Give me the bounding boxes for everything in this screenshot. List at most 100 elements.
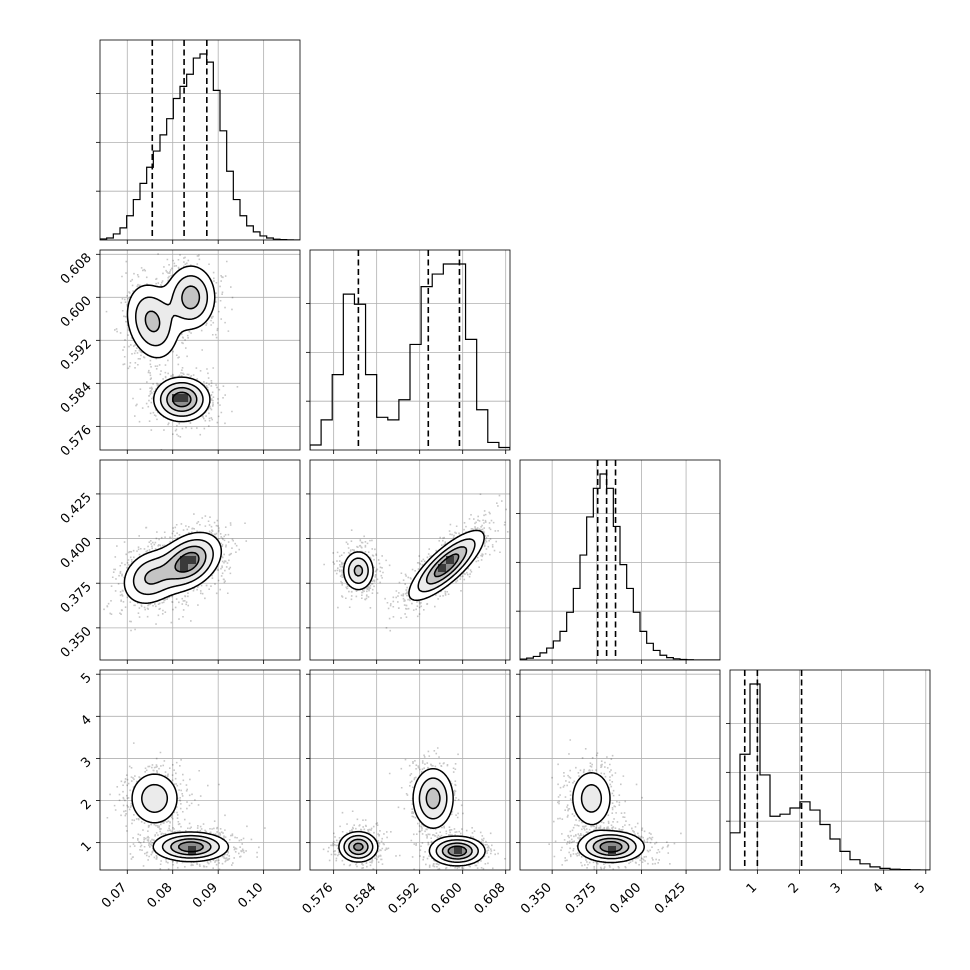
contour-line-0	[123, 531, 223, 604]
contour-line-0	[572, 772, 645, 864]
panel-frame	[309, 249, 511, 451]
contour-line-2	[144, 285, 201, 412]
y-tick-label: 4	[78, 713, 94, 729]
hist-panel-3: 1 2 3 4 5	[726, 669, 931, 897]
x-tick-label: 3	[828, 880, 844, 896]
y-tick-label: 0.576	[58, 423, 95, 460]
pair-panel-3-0: 1 2 3 4 5 0.07 0.08 0.09 0.10	[78, 669, 301, 911]
density-core	[188, 846, 196, 854]
density-area	[322, 747, 506, 870]
contour-line-1	[134, 275, 209, 417]
y-tick-label: 0.425	[58, 490, 95, 527]
x-tick-label: 0.576	[300, 880, 337, 917]
contour-fill-1	[136, 276, 208, 416]
hist-area	[310, 250, 510, 450]
contour-line-3	[177, 841, 204, 853]
x-tick-label: 0.07	[99, 880, 130, 911]
x-tick-label: 0.08	[144, 880, 175, 911]
x-tick-label: 2	[786, 880, 802, 896]
contour-line-1	[132, 539, 214, 596]
y-tick-label: 0.584	[58, 380, 95, 417]
contour-line-1	[141, 783, 220, 859]
density-core	[438, 556, 454, 572]
y-tick-label: 0.400	[58, 535, 95, 572]
contour-line-0	[342, 529, 485, 602]
y-tick-label: 2	[78, 797, 94, 813]
hist-step-line	[100, 53, 300, 240]
hist-step-line	[310, 263, 510, 450]
x-tick-label: 0.600	[429, 880, 466, 917]
contour-line-3	[599, 840, 623, 853]
contour-line-2	[353, 546, 468, 585]
x-tick-label: 4	[870, 880, 886, 896]
contour-line-3	[171, 391, 192, 408]
density-core	[172, 394, 188, 402]
y-tick-label: 3	[78, 755, 94, 771]
density-area	[105, 253, 239, 450]
y-tick-label: 0.375	[58, 579, 95, 616]
density-core	[608, 846, 616, 854]
hist-step-line	[730, 683, 930, 870]
pair-panel-3-1: 0.576 0.584 0.592 0.600 0.608	[300, 669, 511, 917]
hist-step-line	[520, 473, 720, 660]
density-area	[323, 493, 510, 632]
hist-area	[100, 40, 300, 240]
panel-frame	[99, 459, 301, 661]
contour-line-3	[174, 551, 200, 573]
hist-panel-0	[96, 39, 301, 244]
x-tick-label: 0.584	[343, 880, 380, 917]
contour-line-1	[343, 777, 479, 863]
contour-line-1	[347, 538, 476, 593]
hist-panel-1	[306, 249, 511, 454]
panel-frame	[309, 669, 511, 871]
panel-frame	[519, 669, 721, 871]
contour-line-0	[131, 773, 230, 863]
pair-panel-3-2: 0.350 0.375 0.400 0.425	[516, 669, 721, 917]
hist-area	[520, 460, 720, 660]
density-core	[454, 846, 462, 854]
x-tick-label: 0.375	[563, 880, 600, 917]
contour-fill-1	[344, 778, 478, 862]
density-area	[548, 739, 682, 870]
hist-panel-2	[516, 459, 721, 664]
x-tick-label: 1	[744, 880, 760, 896]
density-area	[103, 513, 248, 632]
x-tick-label: 0.400	[607, 880, 644, 917]
panel-frame	[99, 249, 301, 451]
contour-line-3	[353, 842, 468, 857]
contour-line-2	[348, 787, 473, 860]
contour-line-0	[338, 767, 486, 867]
x-tick-label: 5	[912, 880, 928, 896]
x-tick-label: 0.350	[518, 880, 555, 917]
panel-frame	[99, 669, 301, 871]
y-tick-label: 0.592	[58, 337, 95, 374]
pair-panel-2-1	[306, 459, 511, 664]
panel-frame	[519, 459, 721, 661]
contour-fill-3	[354, 844, 466, 856]
panel-frame	[309, 459, 511, 661]
contour-line-3	[433, 553, 460, 578]
x-tick-label: 0.10	[235, 880, 266, 911]
density-core	[180, 556, 196, 572]
x-tick-label: 0.592	[386, 880, 423, 917]
y-tick-label: 0.350	[58, 624, 95, 661]
y-tick-label: 0.600	[58, 294, 95, 331]
contour-line-2	[170, 838, 212, 856]
x-tick-label: 0.608	[472, 880, 509, 917]
pair-panel-1-0: 0.576 0.584 0.592 0.600 0.608	[58, 249, 301, 460]
pair-panel-2-0: 0.350 0.375 0.400 0.425	[58, 459, 301, 664]
panel-frame	[99, 39, 301, 241]
contour-line-0	[126, 265, 216, 423]
density-area	[106, 742, 266, 870]
y-tick-label: 1	[78, 839, 94, 855]
x-tick-label: 0.09	[190, 880, 221, 911]
contour-line-1	[580, 784, 637, 860]
contour-line-2	[144, 545, 207, 585]
contour-line-2	[592, 837, 630, 856]
contour-fill-2	[146, 286, 200, 412]
contour-fill-1	[582, 784, 636, 858]
panel-frame	[729, 669, 931, 871]
y-tick-label: 0.608	[58, 251, 95, 288]
y-tick-label: 5	[78, 670, 94, 686]
